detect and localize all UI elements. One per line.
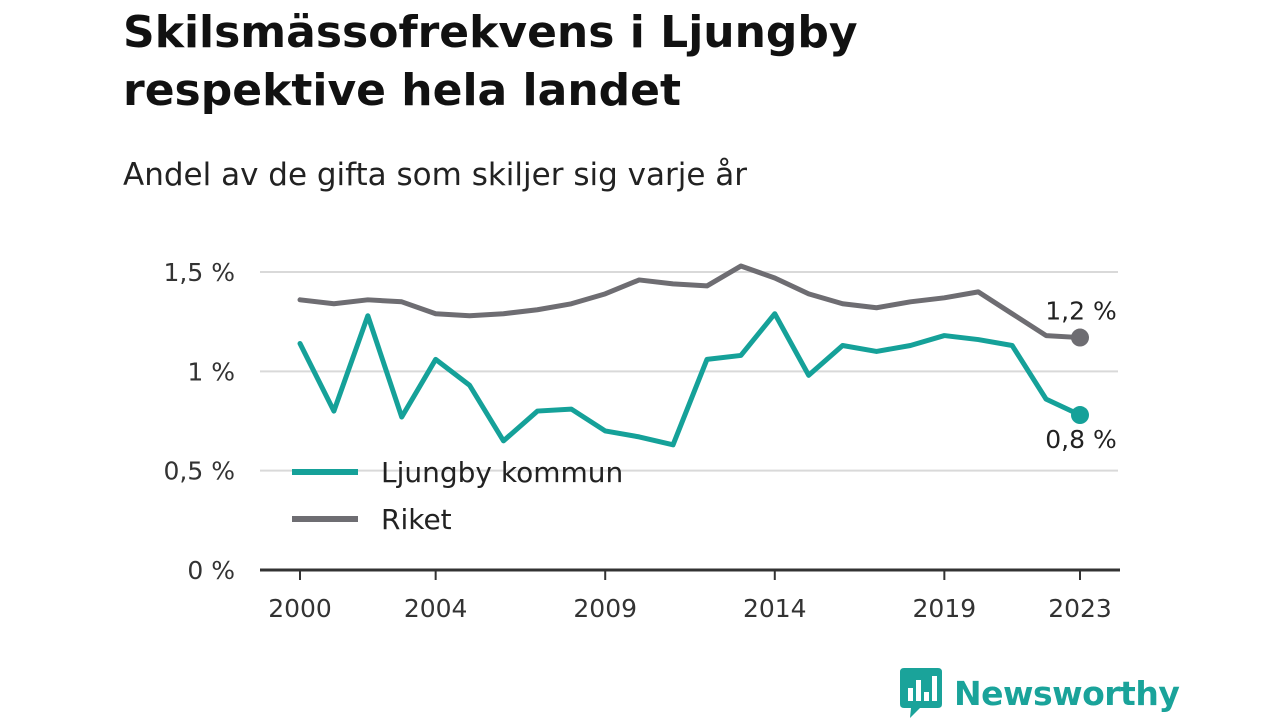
y-tick-label: 1,5 % [164, 258, 235, 287]
x-tick-label: 2000 [268, 594, 332, 623]
x-tick-label: 2004 [404, 594, 468, 623]
chart-subtitle: Andel av de gifta som skiljer sig varje … [123, 157, 747, 193]
brand-name: Newsworthy [954, 673, 1180, 713]
x-tick-label: 2014 [743, 594, 807, 623]
y-axis-ticks: 0 % 0,5 % 1 % 1,5 % [164, 258, 235, 585]
x-tick-label: 2023 [1048, 594, 1112, 623]
legend-label-riket: Riket [381, 503, 452, 536]
brand-logo: Newsworthy [900, 668, 1180, 718]
end-label-ljungby-kommun: 0,8 % [1045, 425, 1116, 454]
x-tick-label: 2009 [573, 594, 637, 623]
end-labels: 0,8 % 1,2 % [1045, 297, 1116, 454]
x-tick-label: 2019 [913, 594, 977, 623]
bar-chart-bubble-icon [900, 668, 942, 718]
series-lines [297, 263, 1089, 448]
end-label-riket: 1,2 % [1045, 297, 1116, 326]
series-line-ljungby-kommun [297, 311, 1083, 448]
y-tick-label: 1 % [187, 357, 235, 386]
end-point-ljungby-kommun [1071, 406, 1089, 425]
y-tick-label: 0,5 % [164, 457, 235, 486]
x-axis: 2000 2004 2009 2014 2019 2023 [260, 568, 1120, 623]
end-point-riket [1071, 328, 1089, 347]
chart-title: Skilsmässofrekvens i Ljungby respektive … [123, 7, 858, 116]
gridlines [260, 271, 1118, 472]
legend: Ljungby kommun Riket [292, 456, 623, 536]
legend-label-ljungby-kommun: Ljungby kommun [381, 456, 623, 489]
series-line-riket [297, 263, 1083, 341]
y-tick-label: 0 % [187, 556, 235, 585]
